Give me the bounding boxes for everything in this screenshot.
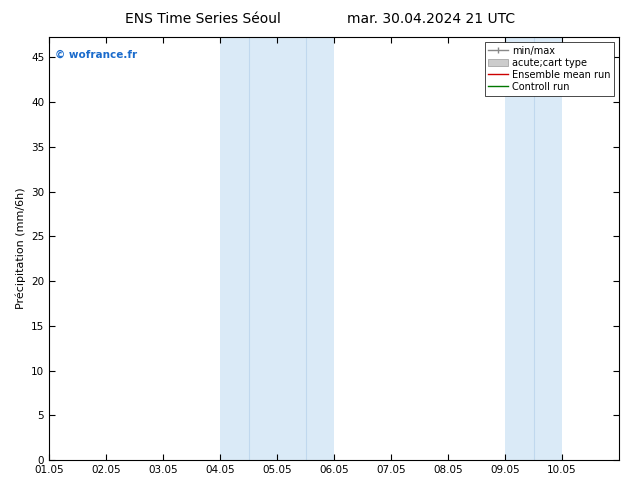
Y-axis label: Précipitation (mm/6h): Précipitation (mm/6h) [15, 188, 25, 309]
Text: mar. 30.04.2024 21 UTC: mar. 30.04.2024 21 UTC [347, 12, 515, 26]
Bar [505, 37, 562, 460]
Legend: min/max, acute;cart type, Ensemble mean run, Controll run: min/max, acute;cart type, Ensemble mean … [484, 42, 614, 96]
Bar [220, 37, 334, 460]
Text: ENS Time Series Séoul: ENS Time Series Séoul [125, 12, 281, 26]
Text: © wofrance.fr: © wofrance.fr [55, 50, 137, 60]
